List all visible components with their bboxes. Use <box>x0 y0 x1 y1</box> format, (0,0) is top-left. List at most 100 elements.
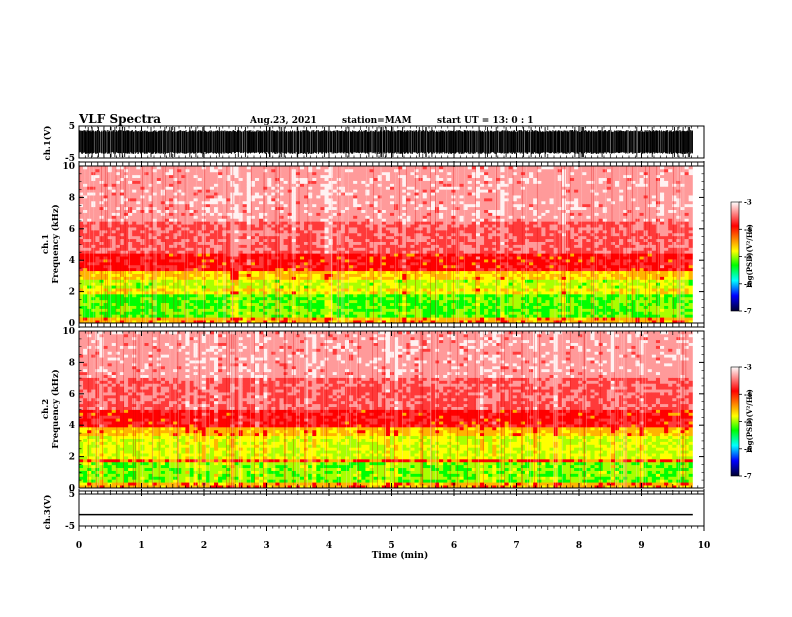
spectrogram-cell <box>279 273 284 277</box>
spectrogram-cell <box>148 200 154 205</box>
spectrogram-cell <box>144 200 149 205</box>
spectrogram-cell <box>181 267 186 272</box>
spectrogram-cell <box>320 229 325 234</box>
spectrogram-cell <box>107 232 113 237</box>
spectrogram-cell <box>259 206 264 211</box>
spectrogram-cell <box>340 279 346 283</box>
spectrogram-cell <box>234 244 239 248</box>
spectrogram-cell <box>373 308 379 312</box>
spectrogram-cell <box>91 267 96 272</box>
spectrogram-cell <box>455 317 460 321</box>
spectrogram-cell <box>365 311 370 315</box>
spectrogram-cell <box>250 189 256 193</box>
spectrogram-cell <box>447 247 452 251</box>
spectrogram-cell <box>218 241 223 245</box>
spectrogram-cell <box>385 177 391 181</box>
spectrogram-cell <box>173 291 178 295</box>
spectrogram-cell <box>373 197 379 202</box>
spectrogram-cell <box>312 293 317 298</box>
spectrogram-cell <box>246 253 252 257</box>
spectrogram-cell <box>119 189 125 193</box>
spectrogram-cell <box>361 302 366 306</box>
spectrogram-cell <box>152 250 158 254</box>
spectrogram-cell <box>271 253 276 257</box>
spectrogram-cell <box>402 276 407 280</box>
spectrogram-cell <box>357 291 362 295</box>
spectrogram-cell <box>447 232 452 237</box>
spectrogram-cell <box>414 293 420 298</box>
spectrogram-cell <box>312 296 317 301</box>
spectrogram-cell <box>377 259 383 263</box>
spectrogram-cell <box>447 186 452 190</box>
spectrogram-cell <box>410 177 415 181</box>
spectrogram-cell <box>443 241 448 245</box>
spectrogram-cell <box>128 279 133 283</box>
spectrogram-cell <box>124 174 129 179</box>
spectrogram-cell <box>349 209 354 213</box>
spectrogram-cell <box>394 285 399 289</box>
spectrogram-cell <box>234 256 239 260</box>
spectrogram-cell <box>119 259 125 263</box>
spectrogram-cell <box>299 261 305 266</box>
spectrogram-cell <box>414 282 420 286</box>
spectrogram-cell <box>410 238 415 242</box>
spectrogram-cell <box>328 264 334 269</box>
spectrogram-cell <box>439 317 444 321</box>
spectrogram-cell <box>156 203 162 208</box>
spectrogram-cell <box>406 296 411 301</box>
spectrogram-cell <box>144 235 149 240</box>
spectrogram-cell <box>389 285 395 289</box>
spectrogram-cell <box>357 197 362 202</box>
spectrogram-cell <box>434 273 440 277</box>
spectrogram-cell <box>349 282 354 286</box>
spectrogram-cell <box>226 320 231 323</box>
spectrogram-cell <box>361 267 366 272</box>
spectrogram-cell <box>328 293 334 298</box>
spectrogram-cell <box>201 267 207 272</box>
spectrogram-cell <box>177 195 182 199</box>
spectrogram-cell <box>414 264 420 269</box>
spectrogram-cell <box>422 192 428 196</box>
spectrogram-cell <box>205 267 211 272</box>
spectrogram-cell <box>328 218 334 222</box>
spectrogram-cell <box>95 305 100 309</box>
spectrogram-cell <box>169 296 174 301</box>
spectrogram-cell <box>336 221 342 225</box>
spectrogram-cell <box>152 180 158 184</box>
spectrogram-cell <box>304 209 309 213</box>
spectrogram-cell <box>205 235 211 240</box>
spectrogram-cell <box>238 314 244 318</box>
spectrogram-cell <box>83 296 88 301</box>
spectrogram-cell <box>357 229 362 234</box>
spectrogram-cell <box>357 171 362 176</box>
spectrogram-cell <box>402 314 407 318</box>
spectrogram-cell <box>402 224 407 228</box>
spectrogram-cell <box>144 308 149 312</box>
spectrogram-cell <box>394 311 399 315</box>
spectrogram-cell <box>406 238 411 242</box>
spectrogram-cell <box>295 221 301 225</box>
spectrogram-cell <box>299 192 305 196</box>
spectrogram-cell <box>156 314 162 318</box>
spectrogram-cell <box>443 218 448 222</box>
spectrogram-cell <box>283 288 289 292</box>
spectrogram-cell <box>136 232 141 237</box>
spectrogram-cell <box>152 317 158 321</box>
spectrogram-cell <box>259 203 264 208</box>
spectrogram-cell <box>406 197 411 202</box>
spectrogram-cell <box>357 189 362 193</box>
spectrogram-cell <box>426 241 432 245</box>
spectrogram-cell <box>263 270 268 274</box>
spectrogram-cell <box>103 218 109 222</box>
spectrogram-cell <box>197 282 203 286</box>
spectrogram-cell <box>173 308 178 312</box>
spectrogram-cell <box>422 259 428 263</box>
spectrogram-cell <box>226 241 231 245</box>
spectrogram-cell <box>246 203 252 208</box>
spectrogram-cell <box>148 192 154 196</box>
spectrogram-cell <box>242 293 248 298</box>
spectrogram-cell <box>320 302 325 306</box>
spectrogram-cell <box>222 244 227 248</box>
spectrogram-cell <box>156 320 162 323</box>
spectrogram-cell <box>361 168 366 173</box>
